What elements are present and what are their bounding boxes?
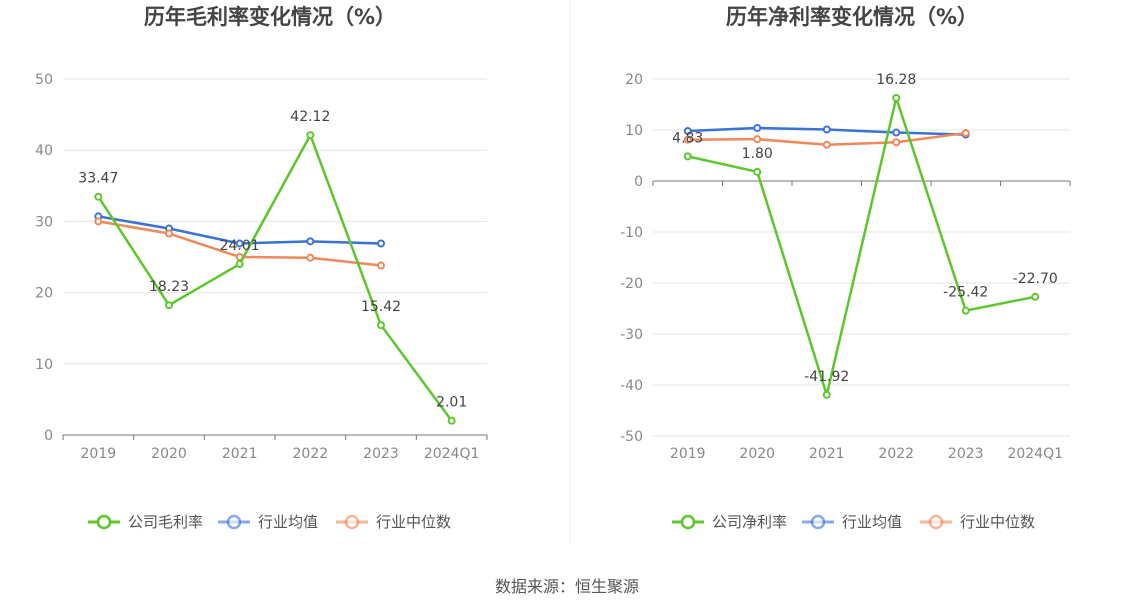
legend-marker [680, 514, 696, 530]
x-tick-label: 2024Q1 [1007, 446, 1063, 462]
legend-item-1[interactable]: 行业均值 [802, 513, 902, 531]
data-label: 15.42 [361, 299, 401, 315]
data-label: 33.47 [78, 171, 118, 187]
x-tick-label: 2022 [293, 446, 329, 462]
y-tick-label: -10 [620, 225, 643, 241]
data-point [683, 127, 692, 136]
data-point [306, 131, 315, 140]
data-point [822, 140, 831, 149]
data-point [892, 128, 901, 137]
data-point [753, 167, 762, 176]
y-tick-label: 40 [35, 143, 53, 159]
legend-label: 行业中位数 [376, 513, 451, 531]
y-tick-label: 30 [35, 214, 53, 230]
data-point [235, 260, 244, 269]
data-point [377, 321, 385, 330]
data-point [753, 135, 762, 144]
y-tick-label: 10 [35, 357, 53, 373]
y-tick-label: -50 [620, 429, 643, 445]
series-line-0 [97, 133, 453, 422]
y-tick-label: -40 [620, 378, 643, 394]
data-label: 18.23 [149, 279, 189, 295]
data-point [377, 239, 385, 248]
x-tick-label: 2022 [878, 446, 914, 462]
gross-margin-chart: 历年毛利率变化情况（%） 0 10 20 30 40 50 2019 2020 2021 2022 2… [35, 5, 488, 531]
legend-item-0[interactable]: 公司净利率 [672, 513, 787, 531]
data-point [94, 192, 103, 201]
data-point [306, 237, 315, 246]
data-label: 42.12 [290, 109, 330, 125]
legend-label: 行业中位数 [960, 513, 1035, 531]
y-tick-label: -20 [620, 276, 643, 292]
data-point [892, 93, 901, 102]
y-tick-label: 20 [625, 72, 643, 88]
y-tick-label: 10 [625, 123, 643, 139]
x-tick-label: 2019 [81, 446, 117, 462]
net-margin-chart: 历年净利率变化情况（%） -50 -40 -30 -20 -10 0 10 20 2019 2020… [620, 5, 1071, 531]
data-point [1031, 292, 1040, 301]
y-tick-label: 50 [35, 72, 53, 88]
x-tick-label: 2020 [739, 446, 775, 462]
legend-marker [226, 514, 242, 530]
legend-marker [344, 514, 360, 530]
legend-label: 公司毛利率 [128, 513, 203, 531]
legend-label: 行业均值 [842, 513, 902, 531]
data-point [753, 123, 762, 132]
y-tick-label: 0 [44, 428, 53, 444]
data-point [683, 135, 692, 144]
data-source-label: 数据来源：恒生聚源 [495, 577, 639, 596]
legend-marker [96, 514, 112, 530]
data-label: 1.80 [742, 146, 773, 162]
data-point [447, 416, 456, 425]
legend-marker [928, 514, 944, 530]
legend-marker [810, 514, 826, 530]
x-tick-label: 2023 [363, 446, 399, 462]
data-point [94, 217, 103, 226]
data-point [892, 138, 901, 147]
legend-item-2[interactable]: 行业中位数 [920, 513, 1035, 531]
legend-item-1[interactable]: 行业均值 [218, 513, 318, 531]
data-point [822, 125, 831, 134]
legend-label: 公司净利率 [712, 513, 787, 531]
chart-title: 历年毛利率变化情况（%） [144, 5, 396, 29]
series-line-0 [687, 96, 1036, 397]
x-tick-label: 2021 [222, 446, 258, 462]
data-label: 24.01 [220, 238, 260, 254]
data-point [306, 253, 315, 262]
legend-label: 行业均值 [258, 513, 318, 531]
data-label: -25.42 [943, 285, 988, 301]
y-tick-label: -30 [620, 327, 643, 343]
data-point [165, 229, 173, 238]
x-tick-label: 2021 [809, 446, 845, 462]
data-point [822, 390, 831, 399]
legend-item-0[interactable]: 公司毛利率 [88, 513, 203, 531]
data-point [961, 129, 970, 138]
legend-item-2[interactable]: 行业中位数 [336, 513, 451, 531]
x-tick-label: 2024Q1 [424, 446, 480, 462]
chart-title: 历年净利率变化情况（%） [726, 5, 978, 29]
data-point [165, 301, 173, 310]
data-label: 16.28 [876, 72, 916, 88]
data-point [235, 239, 244, 248]
x-tick-label: 2023 [948, 446, 984, 462]
data-label: 4.83 [672, 130, 703, 146]
data-label: -41.92 [804, 369, 849, 385]
x-tick-label: 2019 [670, 446, 706, 462]
data-point [377, 261, 385, 270]
data-label: 2.01 [436, 395, 467, 411]
y-tick-label: 20 [35, 286, 53, 302]
x-tick-label: 2020 [151, 446, 187, 462]
y-tick-label: 0 [634, 174, 643, 190]
data-point [961, 306, 970, 315]
data-point [683, 152, 692, 161]
data-label: -22.70 [1013, 271, 1058, 287]
